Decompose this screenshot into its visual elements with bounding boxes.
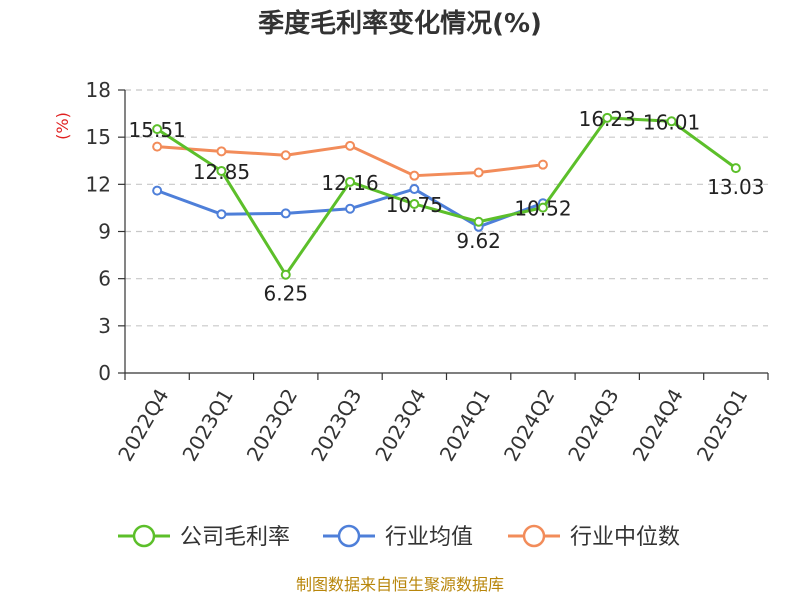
data-point: [409, 184, 420, 195]
data-point: [152, 185, 163, 196]
data-point: [216, 165, 227, 176]
data-point: [602, 112, 613, 123]
x-tick-label: 2023Q2: [242, 385, 302, 466]
data-point: [409, 170, 420, 181]
x-tick-label: 2022Q4: [113, 385, 173, 466]
data-point: [280, 150, 291, 161]
data-point: [280, 208, 291, 219]
data-label: 10.75: [386, 193, 443, 217]
y-tick-labels: 0 3 6 9 12 15 18: [86, 78, 111, 385]
legend-label: 行业均值: [385, 525, 473, 550]
legend-label: 行业中位数: [570, 525, 680, 550]
data-point: [152, 141, 163, 152]
data-point: [280, 269, 291, 280]
data-point: [473, 216, 484, 227]
data-label: 16.23: [579, 107, 636, 131]
y-axis-unit: (%): [53, 112, 72, 140]
data-label: 9.62: [456, 229, 501, 253]
series-line-0: [156, 116, 737, 277]
y-tick-label: 12: [86, 172, 111, 196]
data-point: [216, 146, 227, 157]
data-label: 13.03: [707, 175, 764, 199]
source-note: 制图数据来自恒生聚源数据库: [296, 575, 504, 594]
data-point: [537, 202, 548, 213]
data-point: [409, 198, 420, 209]
x-tick-label: 2024Q4: [628, 385, 688, 466]
data-point: [473, 167, 484, 178]
data-label: 6.25: [263, 282, 308, 306]
y-tick-label: 6: [98, 267, 111, 291]
data-point: [666, 116, 677, 127]
legend-label: 公司毛利率: [180, 525, 290, 550]
y-tick-label: 0: [98, 361, 111, 385]
x-tick-label: 2023Q4: [370, 385, 430, 466]
x-tick-label: 2024Q2: [499, 385, 559, 466]
data-label: 15.51: [129, 118, 186, 142]
legend-swatch-marker: [337, 524, 361, 548]
data-point: [216, 209, 227, 220]
data-point: [730, 163, 741, 174]
data-point: [345, 176, 356, 187]
chart-title: 季度毛利率变化情况(%): [258, 8, 542, 39]
legend: 公司毛利率 行业均值 行业中位数: [118, 524, 680, 550]
y-tick-label: 3: [98, 314, 111, 338]
x-tick-label: 2025Q1: [692, 385, 752, 466]
data-label: 16.01: [643, 110, 700, 134]
data-point: [537, 159, 548, 170]
axes: [118, 89, 769, 380]
data-labels: 15.51 12.85 6.25 12.16 10.75 9.62 10.52 16.23 16…: [129, 107, 765, 306]
data-label: 12.85: [193, 160, 250, 184]
series-lines: [152, 112, 741, 280]
x-tick-labels: 2022Q4 2023Q1 2023Q2 2023Q3 2023Q4 2024Q1 2024…: [113, 385, 752, 466]
data-point: [345, 203, 356, 214]
data-point: [152, 124, 163, 135]
x-tick-label: 2023Q1: [177, 385, 237, 466]
x-tick-label: 2024Q3: [563, 385, 623, 466]
legend-swatch-marker: [522, 524, 546, 548]
x-tick-label: 2023Q3: [306, 385, 366, 466]
legend-swatch-marker: [132, 524, 156, 548]
grid-lines: [125, 89, 768, 327]
y-tick-label: 9: [98, 220, 111, 244]
y-tick-label: 18: [86, 78, 111, 102]
data-label: 10.52: [514, 197, 571, 221]
y-tick-label: 15: [86, 125, 111, 149]
data-point: [345, 140, 356, 151]
x-tick-label: 2024Q1: [435, 385, 495, 466]
data-label: 12.16: [321, 171, 378, 195]
